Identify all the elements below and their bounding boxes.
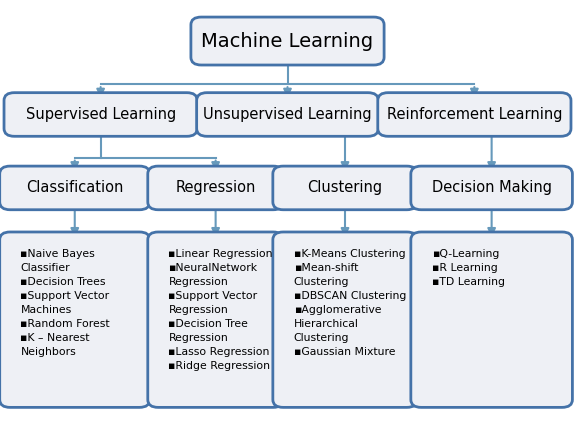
FancyBboxPatch shape (411, 232, 572, 407)
FancyBboxPatch shape (273, 166, 417, 210)
FancyBboxPatch shape (148, 166, 283, 210)
FancyBboxPatch shape (0, 232, 150, 407)
Text: Supervised Learning: Supervised Learning (25, 107, 176, 122)
Text: ▪Q-Learning
▪R Learning
▪TD Learning: ▪Q-Learning ▪R Learning ▪TD Learning (431, 249, 504, 287)
Text: ▪Linear Regression
▪NeuralNetwork
Regression
▪Support Vector
Regression
▪Decisio: ▪Linear Regression ▪NeuralNetwork Regres… (168, 249, 273, 371)
Text: Regression: Regression (175, 181, 256, 195)
FancyBboxPatch shape (0, 166, 150, 210)
Text: Machine Learning: Machine Learning (201, 32, 374, 51)
FancyBboxPatch shape (378, 93, 571, 137)
Text: Unsupervised Learning: Unsupervised Learning (203, 107, 372, 122)
Text: Classification: Classification (26, 181, 124, 195)
FancyBboxPatch shape (4, 93, 197, 137)
FancyBboxPatch shape (148, 232, 283, 407)
FancyBboxPatch shape (197, 93, 378, 137)
Text: Clustering: Clustering (308, 181, 382, 195)
FancyBboxPatch shape (273, 232, 417, 407)
Text: ▪Naive Bayes
Classifier
▪Decision Trees
▪Support Vector
Machines
▪Random Forest
: ▪Naive Bayes Classifier ▪Decision Trees … (21, 249, 110, 357)
Text: ▪K-Means Clustering
▪Mean-shift
Clustering
▪DBSCAN Clustering
▪Agglomerative
Hie: ▪K-Means Clustering ▪Mean-shift Clusteri… (293, 249, 406, 357)
Text: Decision Making: Decision Making (432, 181, 551, 195)
FancyBboxPatch shape (191, 17, 384, 65)
FancyBboxPatch shape (411, 166, 572, 210)
Text: Reinforcement Learning: Reinforcement Learning (386, 107, 562, 122)
